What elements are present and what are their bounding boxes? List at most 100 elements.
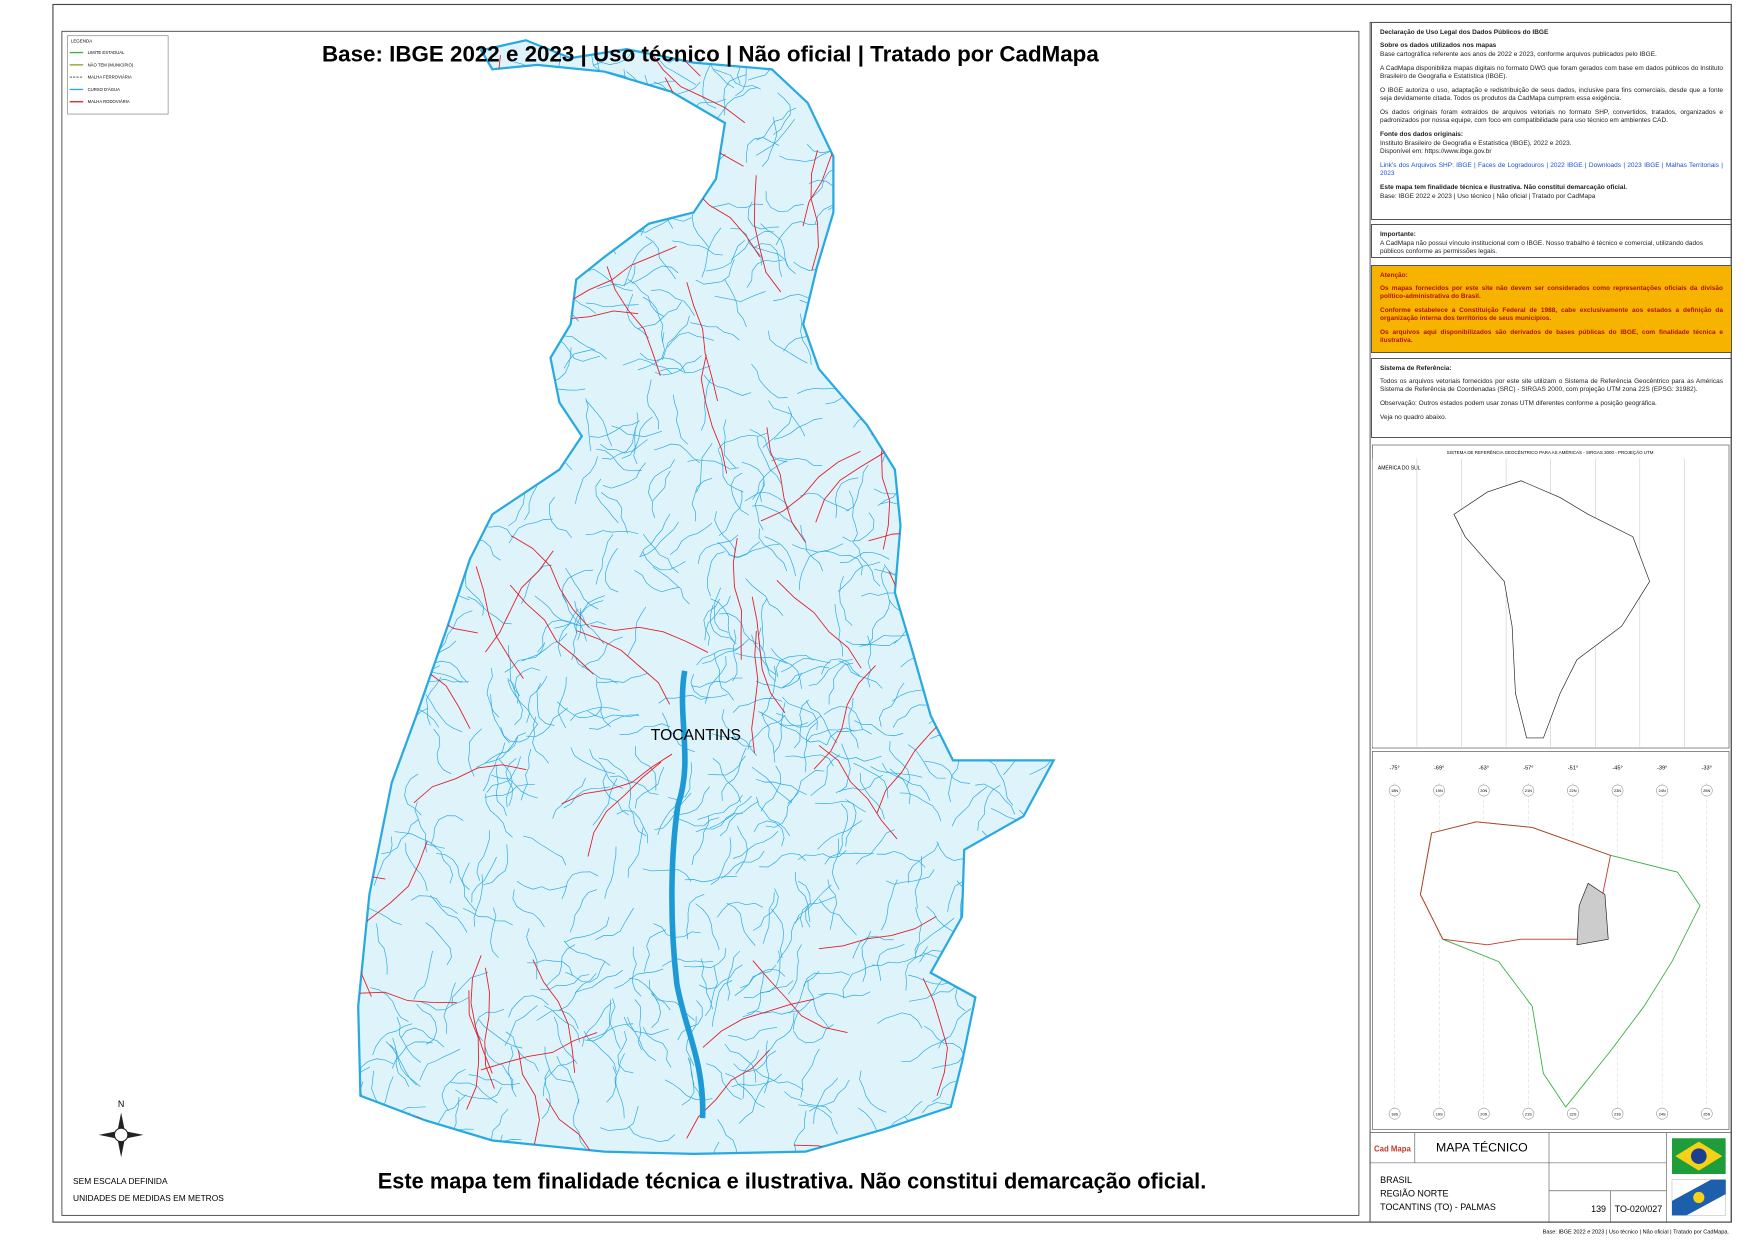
river [824,852,874,865]
river [975,783,1016,815]
river [787,944,802,995]
river [396,1016,422,1063]
river [379,509,395,559]
road [922,978,948,1096]
title-block [1369,1132,1732,1223]
river [764,536,796,577]
river [878,682,905,727]
river [721,755,746,801]
river [711,203,763,208]
river [964,561,1003,594]
river [371,72,406,114]
river [787,770,825,804]
river [707,551,726,597]
river [414,526,444,572]
river [728,543,780,558]
river [468,88,489,133]
river [900,408,936,439]
road [766,427,806,543]
river [924,760,971,784]
road [358,991,457,1004]
river [428,541,473,572]
heading: Importante: [1380,231,1416,238]
river [942,226,989,249]
links[interactable]: Link's dos Arquivos SHP: IBGE | Faces de… [1380,162,1723,177]
river [482,742,506,792]
river [883,298,931,317]
river [1058,374,1104,390]
river [617,1030,634,1074]
river [612,1066,625,1119]
river [962,352,1004,382]
river [376,923,388,975]
river [717,541,761,558]
zone-label: 18N [1391,788,1398,793]
river [370,66,422,82]
river [998,624,1033,662]
river [940,325,986,339]
river [584,1023,634,1042]
river [555,235,590,272]
river [358,1063,360,1115]
river [619,723,671,735]
river [861,931,872,982]
river [793,1110,807,1154]
river [701,227,722,278]
river [585,398,592,452]
road [993,629,1054,660]
river [879,280,923,307]
road [406,127,461,236]
river [744,491,790,510]
river [761,665,777,716]
river [604,846,617,899]
river [662,315,690,361]
river [673,786,710,822]
river [605,548,619,593]
river [985,711,1012,753]
paragraph: A CadMapa disponibiliza mapas digitais n… [1380,65,1723,80]
river [980,1058,1027,1080]
river [845,640,898,646]
river [583,1030,617,1073]
river [677,1000,703,1041]
zone-badge [1522,1107,1535,1120]
river [1056,170,1076,217]
river [821,658,860,677]
river [659,365,711,374]
river [996,943,1017,991]
river [373,836,393,886]
river [549,496,572,539]
river [626,71,676,85]
river [972,1099,987,1150]
heading: Sistema de Referência: [1380,365,1452,372]
road [776,579,862,669]
river [583,108,635,120]
river [883,206,893,259]
zone-badge [1567,784,1579,797]
river [973,374,1021,398]
river [800,1048,820,1098]
river [581,636,623,668]
river [1030,511,1054,549]
river [627,827,644,878]
river [484,1046,514,1089]
river [977,784,1001,831]
river [510,422,558,447]
river [973,70,1017,98]
river [1034,993,1054,1020]
river [707,747,747,776]
river [912,357,959,383]
river [486,756,521,793]
river [639,352,686,372]
river [358,885,360,894]
zone-badge [1388,1107,1401,1120]
zone-badge [1477,1107,1490,1120]
zone-label: 20N [1480,788,1487,793]
river [759,853,806,868]
river [723,419,737,469]
river [654,355,702,376]
river [394,831,445,849]
river [702,62,717,109]
river [358,340,395,367]
